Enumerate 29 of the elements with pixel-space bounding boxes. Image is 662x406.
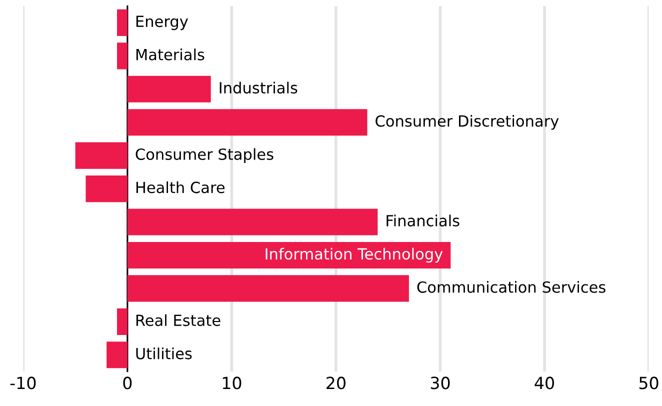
y-tick-label: Communication Services xyxy=(417,281,606,293)
x-tick-label: -10 xyxy=(10,376,36,390)
bar xyxy=(106,342,128,368)
bar xyxy=(75,142,128,169)
bar xyxy=(127,76,211,102)
bar xyxy=(127,109,368,136)
bar xyxy=(86,176,128,202)
bar xyxy=(117,9,128,36)
y-tick-label: Utilities xyxy=(136,347,192,360)
x-tick-label: 30 xyxy=(430,376,450,390)
y-tick-label: Energy xyxy=(136,16,188,30)
bar xyxy=(127,275,409,302)
x-tick-label: 10 xyxy=(222,376,242,390)
y-tick-label: Information Technology xyxy=(266,248,443,263)
y-tick-label: Consumer Staples xyxy=(136,148,274,163)
x-tick-label: 50 xyxy=(639,376,658,390)
y-tick-label: Materials xyxy=(136,48,204,60)
y-tick-label: Industrials xyxy=(220,82,298,94)
y-tick-label: Real Estate xyxy=(136,314,220,326)
x-tick-label: 20 xyxy=(326,376,346,390)
bar xyxy=(117,308,128,335)
x-tick-label: 40 xyxy=(534,376,554,390)
x-tick-label: 0 xyxy=(123,376,132,390)
y-tick-label: Health Care xyxy=(136,181,225,194)
bar xyxy=(127,242,451,269)
y-tick-label: Consumer Discretionary xyxy=(376,114,559,130)
bar xyxy=(127,208,378,236)
bar xyxy=(117,42,128,70)
y-tick-label: Financials xyxy=(386,214,460,226)
